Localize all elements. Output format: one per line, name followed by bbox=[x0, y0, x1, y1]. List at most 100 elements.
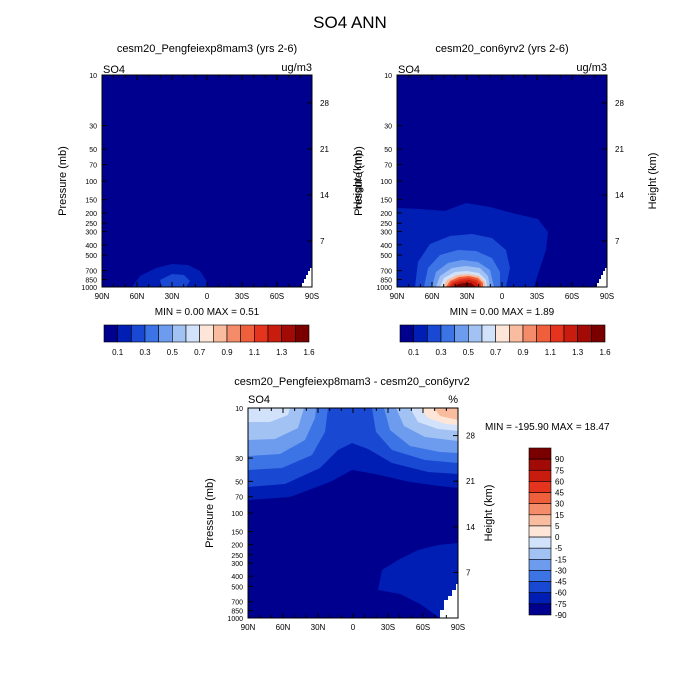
y-tick-label: 1000 bbox=[81, 285, 97, 292]
y-tick-label: 10 bbox=[235, 406, 243, 413]
colorbar-swatch bbox=[413, 324, 428, 343]
plot-area bbox=[102, 75, 312, 287]
colorbar-swatch bbox=[172, 324, 187, 343]
colorbar-label: 1.1 bbox=[249, 348, 261, 357]
var-label: SO4 bbox=[398, 64, 420, 76]
y-axis-label: Pressure (mb) bbox=[57, 146, 69, 216]
units-label: ug/m3 bbox=[576, 62, 607, 74]
colorbar-swatch bbox=[144, 324, 159, 343]
missing-data bbox=[302, 268, 312, 287]
colorbar-label: 60 bbox=[555, 477, 564, 486]
contour-band bbox=[378, 543, 458, 618]
colorbar-swatch bbox=[528, 481, 552, 493]
colorbar-label: -15 bbox=[555, 555, 567, 564]
x-tick-label: 90S bbox=[600, 292, 614, 301]
colorbar-swatch bbox=[563, 324, 578, 343]
x-tick-label: 30N bbox=[311, 623, 326, 632]
colorbar-swatch bbox=[454, 324, 469, 343]
colorbar-swatch bbox=[577, 324, 592, 343]
y-tick-label: 150 bbox=[380, 198, 392, 205]
missing-data bbox=[440, 584, 458, 618]
y-tick-label: 50 bbox=[235, 479, 243, 486]
colorbar-swatch bbox=[528, 525, 552, 538]
axes: 90N 60N 30N 0 30S 60S 90S103050701001502002503… bbox=[227, 406, 475, 632]
contour-band bbox=[248, 408, 290, 422]
colorbar-swatch bbox=[468, 324, 483, 343]
colorbar-swatch bbox=[226, 324, 241, 343]
colorbar-swatch bbox=[295, 324, 310, 343]
y-tick-label: 100 bbox=[380, 179, 392, 186]
x-tick-label: 60N bbox=[425, 292, 440, 301]
colorbar-label: 90 bbox=[555, 455, 564, 464]
y-tick-label: 700 bbox=[231, 600, 243, 607]
y-right-tick-label: 21 bbox=[466, 477, 475, 486]
y-tick-label: 300 bbox=[380, 230, 392, 237]
var-label: SO4 bbox=[103, 64, 125, 76]
y-tick-label: 100 bbox=[85, 179, 97, 186]
y-tick-label: 200 bbox=[380, 211, 392, 218]
colorbar-swatch bbox=[528, 559, 552, 571]
colorbar-label: 5 bbox=[555, 522, 560, 531]
colorbar-label: 0.3 bbox=[139, 348, 151, 357]
x-tick-label: 60N bbox=[276, 623, 291, 632]
colorbar-swatch bbox=[528, 603, 552, 616]
colorbar-swatch bbox=[481, 324, 496, 343]
colorbar-swatch bbox=[185, 324, 200, 343]
colorbar-swatch bbox=[528, 447, 552, 460]
axes: 90N 60N 30N 0 30S 60S 90S103050701001502002503… bbox=[81, 73, 329, 301]
y-right-tick-label: 21 bbox=[320, 145, 329, 154]
x-tick-label: 60S bbox=[270, 292, 284, 301]
colorbar-swatch bbox=[495, 324, 510, 343]
colorbar-swatch bbox=[591, 324, 606, 343]
colorbar-label: -90 bbox=[555, 611, 567, 620]
panel-exp8: cesm20_Pengfeiexp8mam3 (yrs 2-6) SO4 ug/… bbox=[57, 43, 364, 318]
x-tick-label: 90S bbox=[305, 292, 319, 301]
colorbar-diff: 90 75 60 45 30 15 5 0 -5 -15 -30 -45 -60 -75 -90 bbox=[528, 447, 567, 620]
colorbar-label: 0.5 bbox=[167, 348, 179, 357]
colorbar-label: -60 bbox=[555, 589, 567, 598]
colorbar-swatch bbox=[522, 324, 537, 343]
contour-band bbox=[434, 408, 458, 420]
colorbar-swatch bbox=[254, 324, 269, 343]
y-tick-label: 400 bbox=[85, 243, 97, 250]
y-tick-label: 70 bbox=[384, 163, 392, 170]
colorbar-label: 0 bbox=[555, 533, 560, 542]
colorbar-label: 1.6 bbox=[599, 348, 611, 357]
x-tick-label: 90N bbox=[390, 292, 405, 301]
colorbar-label: 0.9 bbox=[517, 348, 529, 357]
colorbar-swatch bbox=[103, 324, 118, 343]
colorbar-label: 1.3 bbox=[572, 348, 584, 357]
x-tick-label: 30N bbox=[460, 292, 475, 301]
colorbar-label: 1.6 bbox=[303, 348, 315, 357]
panel-control: cesm20_con6yrv2 (yrs 2-6) SO4 ug/m3 90N 6… bbox=[353, 43, 659, 318]
y-right-tick-label: 7 bbox=[615, 237, 620, 246]
y-tick-label: 1000 bbox=[376, 285, 392, 292]
x-tick-label: 60S bbox=[565, 292, 579, 301]
y-tick-label: 30 bbox=[235, 456, 243, 463]
x-tick-label: 30S bbox=[235, 292, 249, 301]
colorbar-swatch bbox=[528, 547, 552, 560]
y-tick-label: 30 bbox=[89, 124, 97, 131]
y-tick-label: 100 bbox=[231, 511, 243, 518]
x-tick-label: 30N bbox=[165, 292, 180, 301]
colorbar-label: 0.9 bbox=[221, 348, 233, 357]
minmax-label: MIN = 0.00 MAX = 1.89 bbox=[450, 307, 555, 318]
y-right-tick-label: 28 bbox=[615, 99, 624, 108]
x-tick-label: 0 bbox=[500, 292, 505, 301]
colorbar-label: 0.3 bbox=[435, 348, 447, 357]
y-tick-label: 700 bbox=[85, 269, 97, 276]
colorbar-label: 0.5 bbox=[463, 348, 475, 357]
colorbar-label: 0.7 bbox=[194, 348, 206, 357]
colorbar-label: 0.7 bbox=[490, 348, 502, 357]
missing-data bbox=[597, 268, 607, 287]
colorbar-swatch bbox=[528, 492, 552, 504]
colorbar-label: 1.3 bbox=[276, 348, 288, 357]
colorbar-swatch bbox=[267, 324, 282, 343]
y-tick-label: 400 bbox=[231, 574, 243, 581]
y-right-tick-label: 7 bbox=[466, 568, 471, 577]
y-tick-label: 50 bbox=[89, 147, 97, 154]
minmax-label: MIN = -195.90 MAX = 18.47 bbox=[485, 422, 610, 433]
colorbar-swatch bbox=[281, 324, 296, 343]
x-tick-label: 0 bbox=[205, 292, 210, 301]
